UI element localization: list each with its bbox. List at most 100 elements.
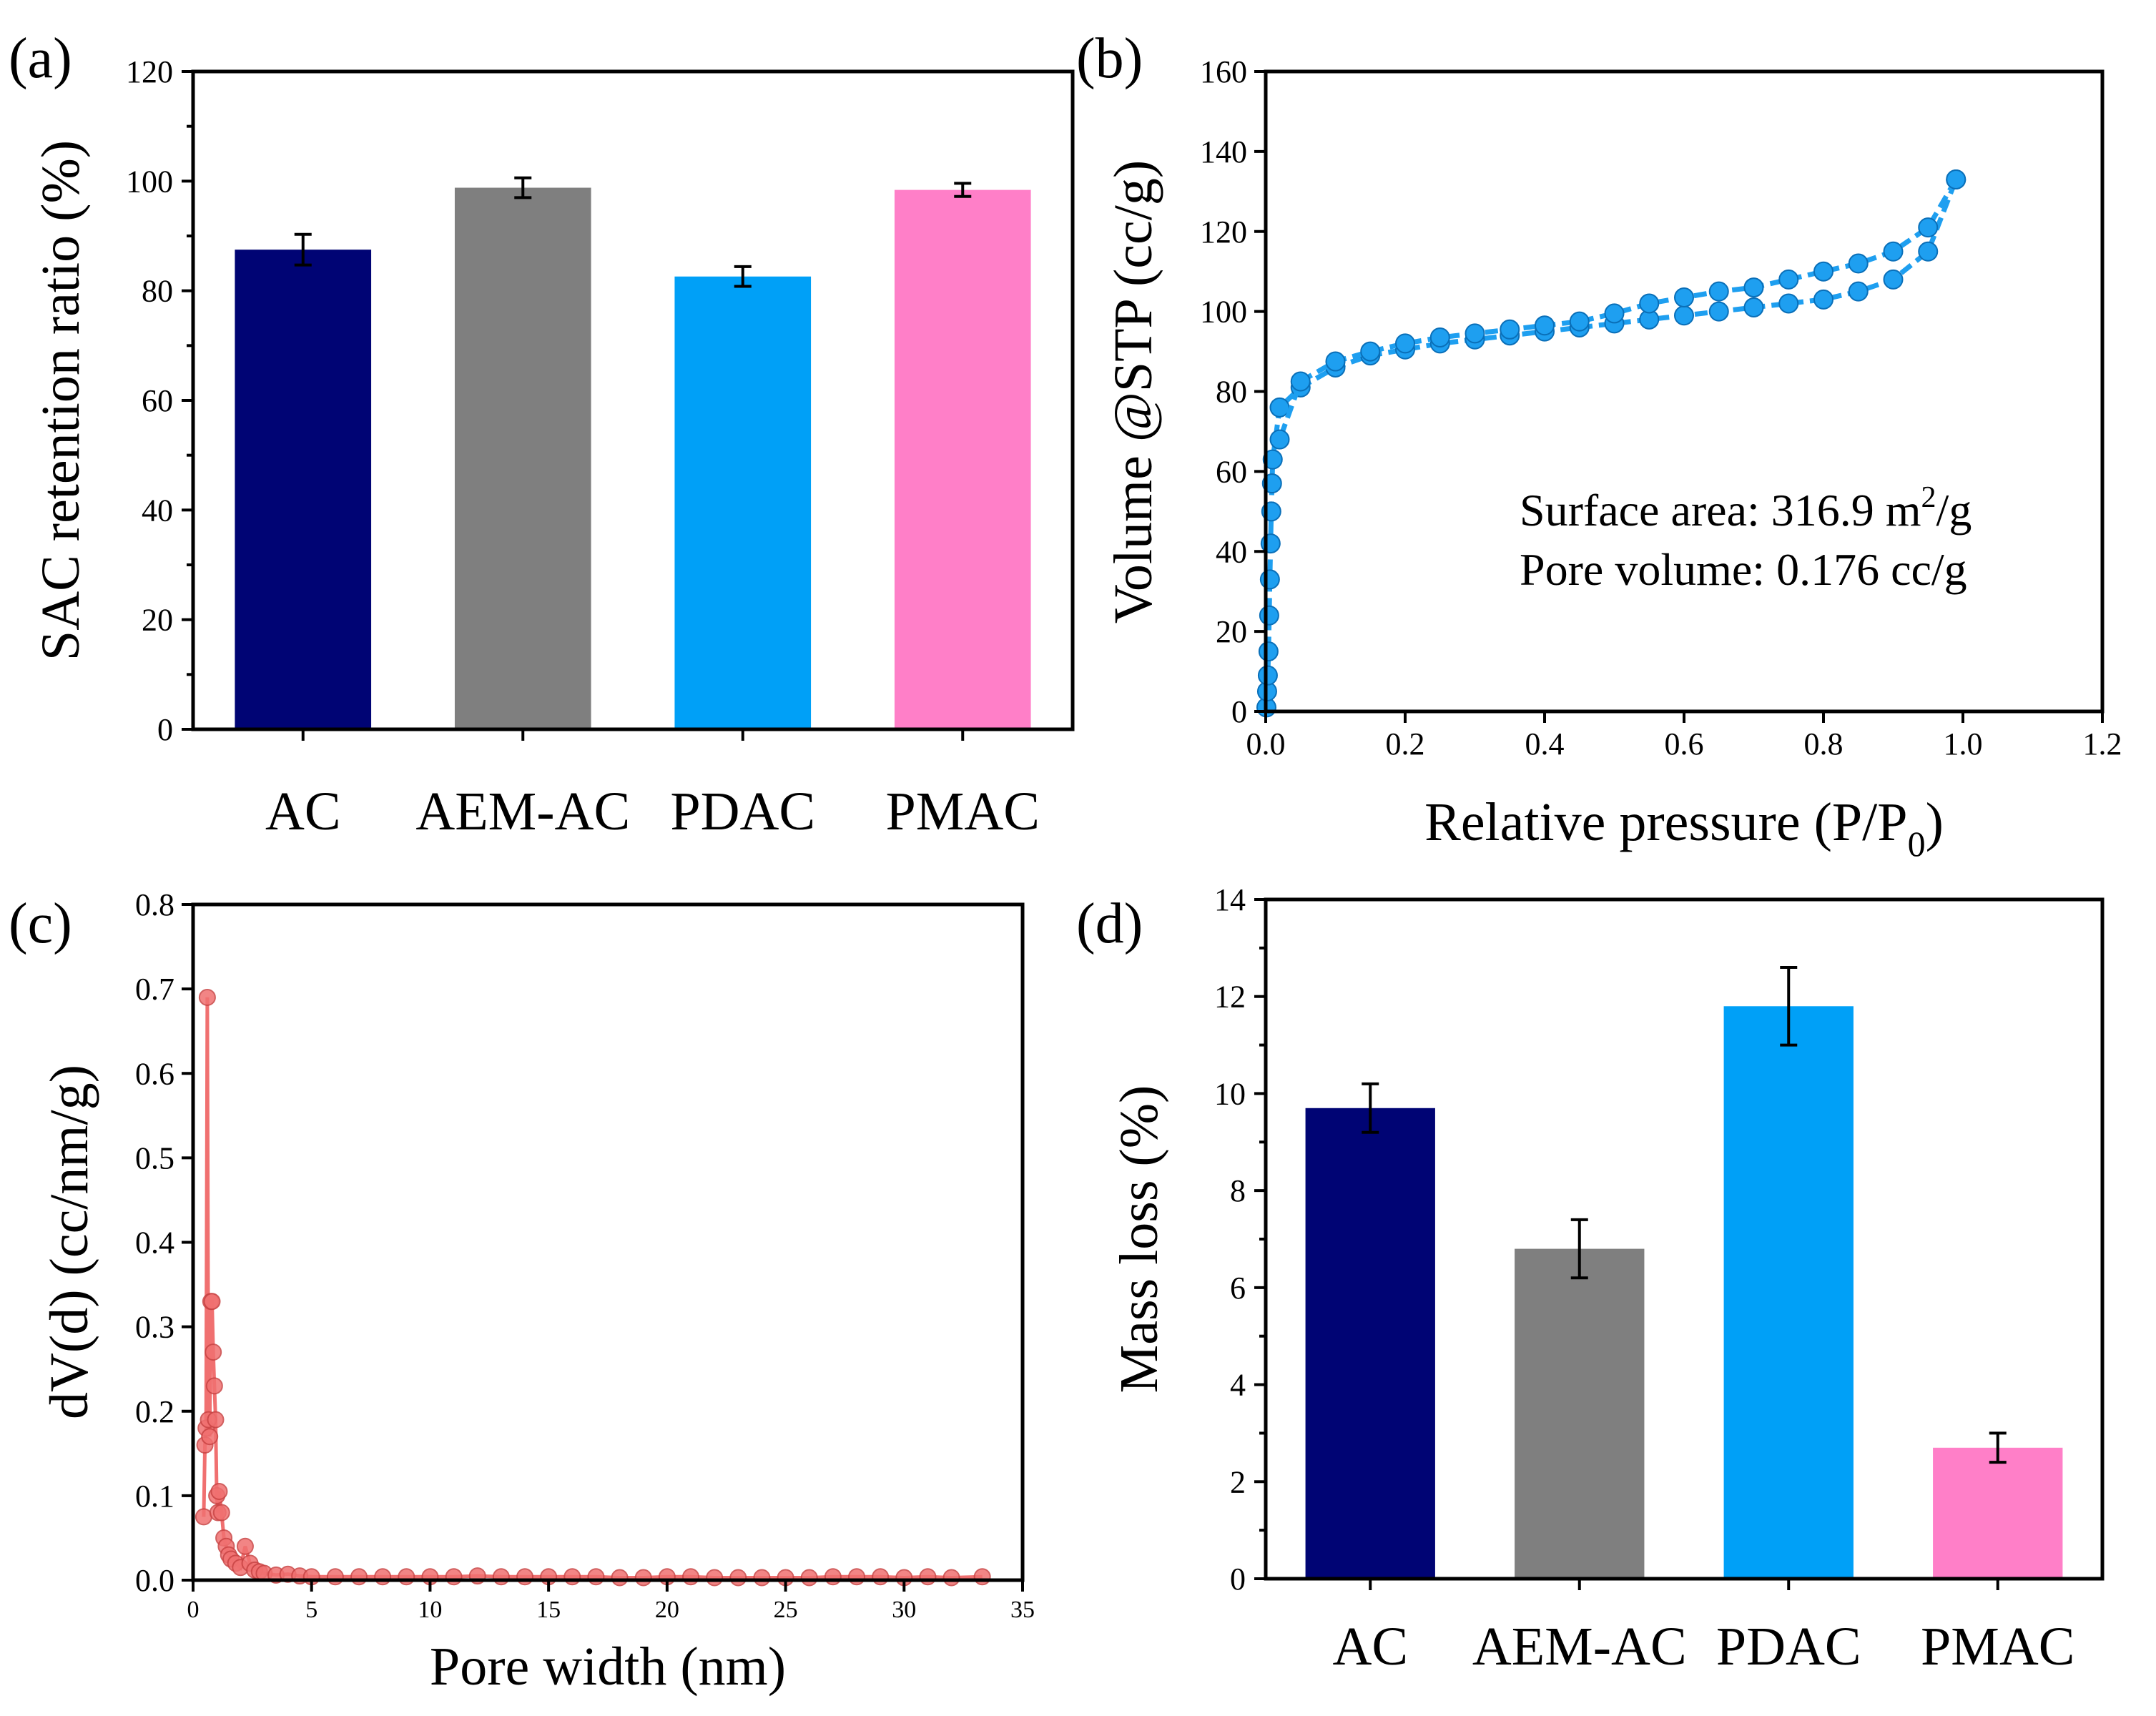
panel-b-plot-frame xyxy=(1264,69,2105,714)
panel-b-x-axis-title-subscript: 0 xyxy=(1908,824,1926,864)
bar-pdac xyxy=(1723,1006,1854,1579)
y-tick-label-0.0: 0.0 xyxy=(135,1563,174,1598)
desorption-point xyxy=(1269,429,1290,450)
surface-area-superscript: 2 xyxy=(1921,481,1936,514)
y-tick-label-100: 100 xyxy=(126,164,173,199)
x-tick-label-0: 0 xyxy=(187,1597,200,1623)
pore-size-distribution-point xyxy=(205,1343,222,1361)
error-bar-pmac xyxy=(1989,1431,2007,1464)
panel-d-plot-frame xyxy=(1264,897,2105,1581)
y-tick-label-0.3: 0.3 xyxy=(135,1310,174,1345)
panel-b: (b) 0.0 0.2 0.4 0.6 0.8 1.0 1.2020406080100120… xyxy=(1076,27,2122,864)
pore-size-distribution-point xyxy=(611,1569,629,1587)
x-tick-label-aem-ac: AEM-AC xyxy=(415,781,630,842)
desorption-point xyxy=(1674,287,1694,308)
adsorption-point xyxy=(1848,281,1869,302)
adsorption-point xyxy=(1258,641,1279,662)
y-tick-label-160: 160 xyxy=(1200,54,1247,89)
pore-size-distribution-point xyxy=(729,1569,747,1587)
pore-size-distribution-point xyxy=(203,1293,221,1311)
pore-size-distribution-point xyxy=(398,1568,415,1586)
y-tick-label-120: 120 xyxy=(1200,214,1247,250)
bar-pmac xyxy=(1933,1447,2063,1579)
y-tick-label-0.2: 0.2 xyxy=(135,1394,174,1429)
adsorption-point xyxy=(1778,293,1799,314)
panel-d-y-axis-title: Mass loss (%) xyxy=(1109,1085,1169,1394)
pore-size-distribution-point xyxy=(205,1377,223,1395)
desorption-point xyxy=(1500,319,1520,340)
x-tick-label-35: 35 xyxy=(1010,1597,1035,1623)
desorption-point xyxy=(1535,315,1555,336)
pore-size-distribution-point xyxy=(800,1569,818,1587)
desorption-point xyxy=(1604,303,1625,324)
x-tick-label-0.4: 0.4 xyxy=(1525,726,1565,761)
x-tick-label-pdac: PDAC xyxy=(670,781,815,842)
y-tick-label-4: 4 xyxy=(1230,1368,1246,1403)
y-tick-label-0.4: 0.4 xyxy=(135,1226,174,1261)
desorption-point xyxy=(1360,341,1381,362)
pore-size-distribution-point xyxy=(706,1569,724,1587)
y-tick-label-40: 40 xyxy=(142,493,173,528)
y-tick-label-0.7: 0.7 xyxy=(135,972,174,1007)
x-tick-label-25: 25 xyxy=(774,1597,798,1623)
pore-size-distribution-point xyxy=(919,1568,937,1586)
desorption-point xyxy=(1743,277,1764,298)
error-bar-aem-ac xyxy=(1570,1218,1588,1280)
pore-size-distribution-point xyxy=(236,1537,254,1555)
pore-size-distribution-point xyxy=(872,1568,890,1586)
x-tick-label-1.2: 1.2 xyxy=(2083,726,2122,761)
x-tick-label-0.0: 0.0 xyxy=(1246,726,1286,761)
y-tick-label-12: 12 xyxy=(1214,980,1246,1015)
x-tick-label-20: 20 xyxy=(655,1597,679,1623)
panel-c-x-axis-title: Pore width (nm) xyxy=(430,1637,786,1697)
pore-size-distribution-point xyxy=(587,1568,605,1586)
pore-size-distribution-point xyxy=(212,1504,230,1522)
error-bar-ac xyxy=(1362,1082,1379,1134)
error-bar-pmac xyxy=(954,182,972,198)
y-tick-label-8: 8 xyxy=(1230,1173,1246,1208)
y-tick-label-0.8: 0.8 xyxy=(135,887,174,922)
desorption-point xyxy=(1778,269,1799,290)
x-tick-label-1.0: 1.0 xyxy=(1944,726,1983,761)
desorption-point xyxy=(1429,327,1450,347)
x-tick-label-0.6: 0.6 xyxy=(1665,726,1704,761)
pore-size-distribution-point xyxy=(973,1568,991,1586)
panel-b-x-axis-title: Relative pressure (P/P0) xyxy=(1424,792,1944,864)
adsorption-point xyxy=(1708,301,1729,322)
panel-c-label: (c) xyxy=(9,892,72,955)
y-tick-label-0.6: 0.6 xyxy=(135,1056,174,1091)
pore-size-distribution-point xyxy=(195,1508,212,1526)
y-tick-label-6: 6 xyxy=(1230,1271,1246,1306)
adsorption-point xyxy=(1259,569,1280,590)
pore-volume-annotation: Pore volume: 0.176 cc/g xyxy=(1520,544,1967,595)
pore-size-distribution-point xyxy=(682,1568,699,1586)
desorption-point xyxy=(1708,281,1729,302)
panel-a-y-axis: 0 20 40 60 80 100 120 xyxy=(126,54,193,747)
desorption-point xyxy=(1883,241,1904,262)
x-tick-label-aem-ac: AEM-AC xyxy=(1472,1617,1687,1677)
desorption-point xyxy=(1290,371,1311,392)
panel-c-plot-frame xyxy=(191,902,1025,1582)
panel-b-y-axis-title: Volume @STP (cc/g) xyxy=(1103,160,1163,623)
surface-area-unit: /g xyxy=(1936,485,1972,536)
panel-c-y-axis-title: dV(d) (cc/nm/g) xyxy=(39,1065,99,1419)
panel-a-x-axis: AC AEM-AC PDAC PMAC xyxy=(265,729,1040,842)
surface-area-annotation: Surface area: 316.9 m2/g xyxy=(1520,481,1972,536)
desorption-point xyxy=(1946,169,1967,190)
pore-size-distribution-point xyxy=(326,1568,344,1586)
panel-a-label: (a) xyxy=(9,27,72,90)
panel-c-series xyxy=(195,988,991,1587)
y-tick-label-20: 20 xyxy=(1216,614,1247,649)
desorption-point xyxy=(1395,333,1415,354)
error-bar-ac xyxy=(294,232,312,267)
pore-size-distribution-point xyxy=(350,1568,368,1586)
adsorption-point xyxy=(1674,305,1694,326)
panel-d-bars xyxy=(1305,966,2063,1579)
pore-size-distribution-point xyxy=(848,1568,865,1586)
desorption-point xyxy=(1465,323,1485,344)
pore-size-distribution-point xyxy=(942,1569,960,1587)
pore-size-distribution-point xyxy=(516,1568,533,1586)
panel-a-bars xyxy=(235,176,1031,730)
pore-size-distribution-point xyxy=(824,1568,842,1586)
